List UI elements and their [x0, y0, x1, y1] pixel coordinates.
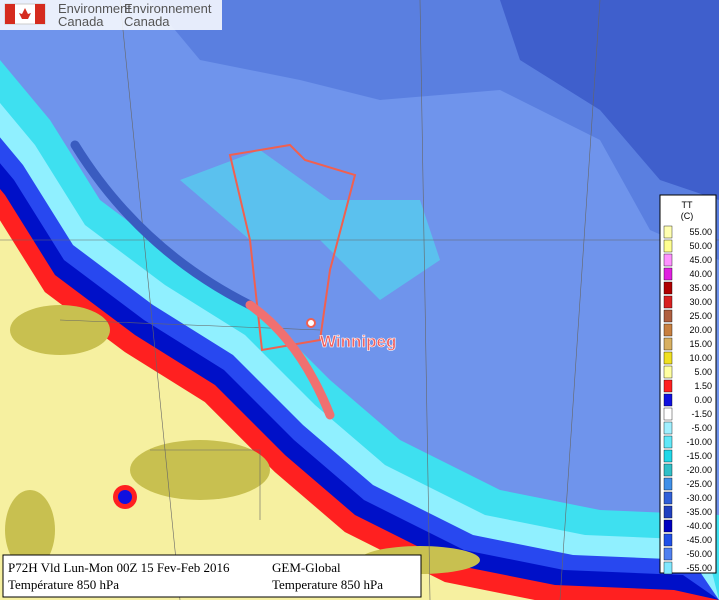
legend-swatch: [663, 421, 673, 435]
legend-label: 30.00: [689, 297, 712, 307]
legend-swatch: [663, 393, 673, 407]
legend-label: 50.00: [689, 241, 712, 251]
header-fr: Canada: [124, 14, 170, 29]
legend-label: -15.00: [686, 451, 712, 461]
flag-band: [5, 4, 15, 24]
legend-label: 20.00: [689, 325, 712, 335]
info-left: P72H Vld Lun-Mon 00Z 15 Fev-Feb 2016: [8, 560, 230, 575]
legend-swatch: [663, 533, 673, 547]
legend-label: 25.00: [689, 311, 712, 321]
info-right: GEM-Global: [272, 560, 341, 575]
legend-swatch: [663, 253, 673, 267]
header-en: Canada: [58, 14, 104, 29]
cold-spot: [118, 490, 132, 504]
legend-label: 15.00: [689, 339, 712, 349]
legend-label: 35.00: [689, 283, 712, 293]
legend-swatch: [663, 505, 673, 519]
legend-swatch: [663, 281, 673, 295]
legend-label: 0.00: [694, 395, 712, 405]
legend-swatch: [663, 337, 673, 351]
info-right: Temperature 850 hPa: [272, 577, 383, 592]
legend-label: -45.00: [686, 535, 712, 545]
legend-label: -35.00: [686, 507, 712, 517]
flag-band: [35, 4, 45, 24]
legend-swatch: [663, 491, 673, 505]
manitoba-outline: [228, 143, 357, 352]
legend-label: -25.00: [686, 479, 712, 489]
legend-label: -55.00: [686, 563, 712, 573]
legend-label: 45.00: [689, 255, 712, 265]
info-left: Température 850 hPa: [8, 577, 119, 592]
warm-patch: [5, 490, 55, 570]
legend-swatch: [663, 351, 673, 365]
legend-label: 10.00: [689, 353, 712, 363]
legend-label: -5.00: [691, 423, 712, 433]
legend-swatch: [663, 239, 673, 253]
warm-patch: [10, 305, 110, 355]
legend-swatch: [663, 323, 673, 337]
legend-label: 40.00: [689, 269, 712, 279]
legend-items: 55.00 50.00 45.00 40.00 35.00 30.00 25.00 20.00…: [663, 225, 712, 575]
legend-swatch: [663, 379, 673, 393]
legend-unit: (C): [681, 211, 694, 221]
city-label: Winnipeg: [320, 332, 396, 351]
trough-warm: [245, 300, 335, 420]
legend-swatch: [663, 463, 673, 477]
legend-label: 1.50: [694, 381, 712, 391]
legend-label: -40.00: [686, 521, 712, 531]
legend-swatch: [663, 365, 673, 379]
legend-swatch: [663, 309, 673, 323]
legend-swatch: [663, 449, 673, 463]
legend-label: 5.00: [694, 367, 712, 377]
info-box: [2, 554, 422, 598]
legend-swatch: [663, 295, 673, 309]
legend-swatch: [663, 225, 673, 239]
header-en: Environment: [58, 1, 131, 16]
city-marker: [306, 318, 316, 328]
legend-label: -1.50: [691, 409, 712, 419]
legend-swatch: [663, 435, 673, 449]
legend-swatch: [663, 407, 673, 421]
legend-label: -20.00: [686, 465, 712, 475]
legend-swatch: [663, 477, 673, 491]
flag-leaf: [19, 8, 31, 19]
header-fr: Environnement: [124, 1, 212, 16]
warm-patch: [130, 440, 270, 500]
temperature-band: [0, 220, 719, 600]
legend-label: -30.00: [686, 493, 712, 503]
cold-core: [500, 0, 719, 200]
legend-swatch: [663, 519, 673, 533]
legend-label: -50.00: [686, 549, 712, 559]
cyan-patch: [180, 150, 440, 300]
legend-swatch: [663, 547, 673, 561]
legend-label: 55.00: [689, 227, 712, 237]
trough-cold: [70, 140, 255, 310]
legend-label: -10.00: [686, 437, 712, 447]
legend-title: TT: [682, 200, 693, 210]
legend-swatch: [663, 561, 673, 575]
legend-swatch: [663, 267, 673, 281]
